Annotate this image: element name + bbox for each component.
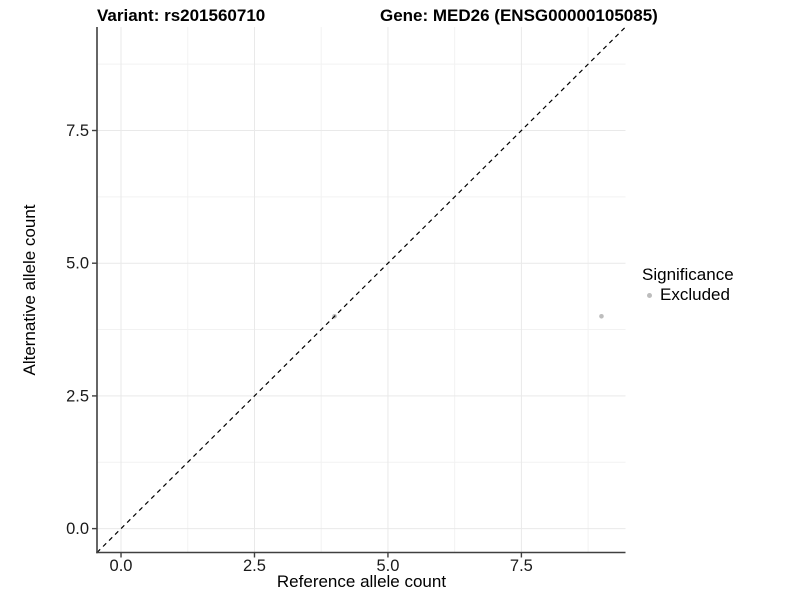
y-tick-label: 5.0 [66,255,89,273]
data-point [599,313,604,319]
y-tick-label: 2.5 [66,387,89,405]
x-tick-label: 7.5 [510,557,533,575]
plot-title-variant: Variant: rs201560710 [97,6,266,25]
y-tick-label: 7.5 [66,122,89,140]
excluded-point-icon [647,292,652,298]
x-tick-label: 2.5 [243,557,266,575]
plot-title-gene: Gene: MED26 (ENSG00000105085) [380,6,658,25]
x-tick-label: 0.0 [110,557,133,575]
x-axis-title: Reference allele count [276,572,447,591]
y-axis-title: Alternative allele count [20,204,39,376]
legend-title: Significance [642,265,734,284]
legend: Significance Excluded [638,265,734,305]
x-tick-label: 5.0 [376,557,399,575]
identity-line [96,26,626,553]
legend-item-excluded: Excluded [638,285,734,305]
y-tick-label: 0.0 [66,520,89,538]
legend-item-label: Excluded [660,285,730,304]
